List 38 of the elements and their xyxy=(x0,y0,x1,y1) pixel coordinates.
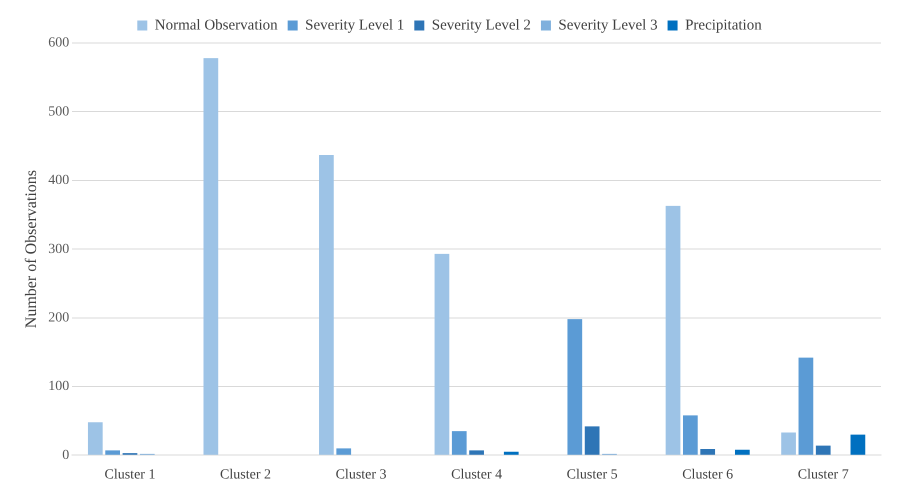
legend-label: Severity Level 2 xyxy=(432,17,531,34)
y-axis-title: Number of Observations xyxy=(22,170,40,328)
legend-label: Severity Level 1 xyxy=(305,17,404,34)
bar xyxy=(336,448,352,455)
x-tick-label: Cluster 3 xyxy=(336,467,387,482)
legend-label: Severity Level 3 xyxy=(558,17,658,34)
bar xyxy=(452,431,467,455)
x-tick-label: Cluster 1 xyxy=(104,467,156,482)
bar xyxy=(88,422,103,455)
legend-label: Precipitation xyxy=(685,17,762,34)
bar xyxy=(734,450,750,455)
y-tick-label: 500 xyxy=(48,104,70,120)
bar xyxy=(567,319,582,455)
bar xyxy=(850,434,866,455)
y-tick-label: 100 xyxy=(48,379,70,394)
bar xyxy=(469,450,484,455)
y-tick-label: 300 xyxy=(48,242,70,257)
bar xyxy=(666,206,680,455)
x-tick-label: Cluster 5 xyxy=(566,467,618,482)
x-tick-label: Cluster 7 xyxy=(798,467,849,482)
x-tick-label: Cluster 2 xyxy=(220,467,271,482)
bar xyxy=(781,432,796,455)
y-tick-label: 0 xyxy=(62,448,70,463)
x-tick-label: Cluster 4 xyxy=(451,467,502,482)
x-tick-label: Cluster 6 xyxy=(682,467,734,482)
bar xyxy=(584,426,600,455)
y-tick-label: 600 xyxy=(48,36,70,51)
y-tick-label: 400 xyxy=(48,173,70,188)
bar xyxy=(105,450,120,455)
y-tick-label: 200 xyxy=(48,310,70,326)
bar xyxy=(798,358,814,455)
bar xyxy=(203,58,218,455)
legend-label: Normal Observation xyxy=(154,17,278,34)
bar xyxy=(682,415,698,455)
bar xyxy=(700,449,716,455)
bar xyxy=(434,254,450,455)
bar xyxy=(816,446,831,455)
bar xyxy=(319,154,334,455)
